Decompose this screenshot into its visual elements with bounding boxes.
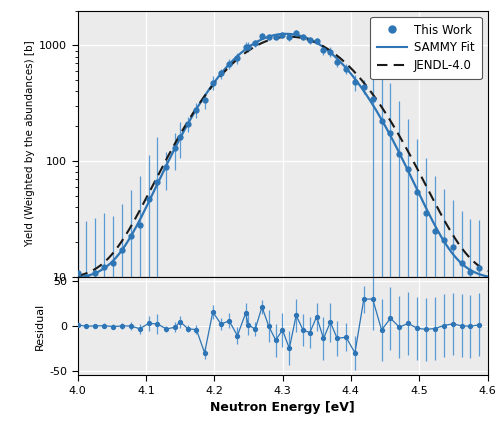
Y-axis label: Yield (Weighted by the abundances) [b]: Yield (Weighted by the abundances) [b]: [25, 40, 35, 247]
Y-axis label: Residual: Residual: [35, 302, 45, 350]
Legend: This Work, SAMMY Fit, JENDL-4.0: This Work, SAMMY Fit, JENDL-4.0: [370, 17, 482, 79]
X-axis label: Neutron Energy [eV]: Neutron Energy [eV]: [210, 401, 355, 414]
